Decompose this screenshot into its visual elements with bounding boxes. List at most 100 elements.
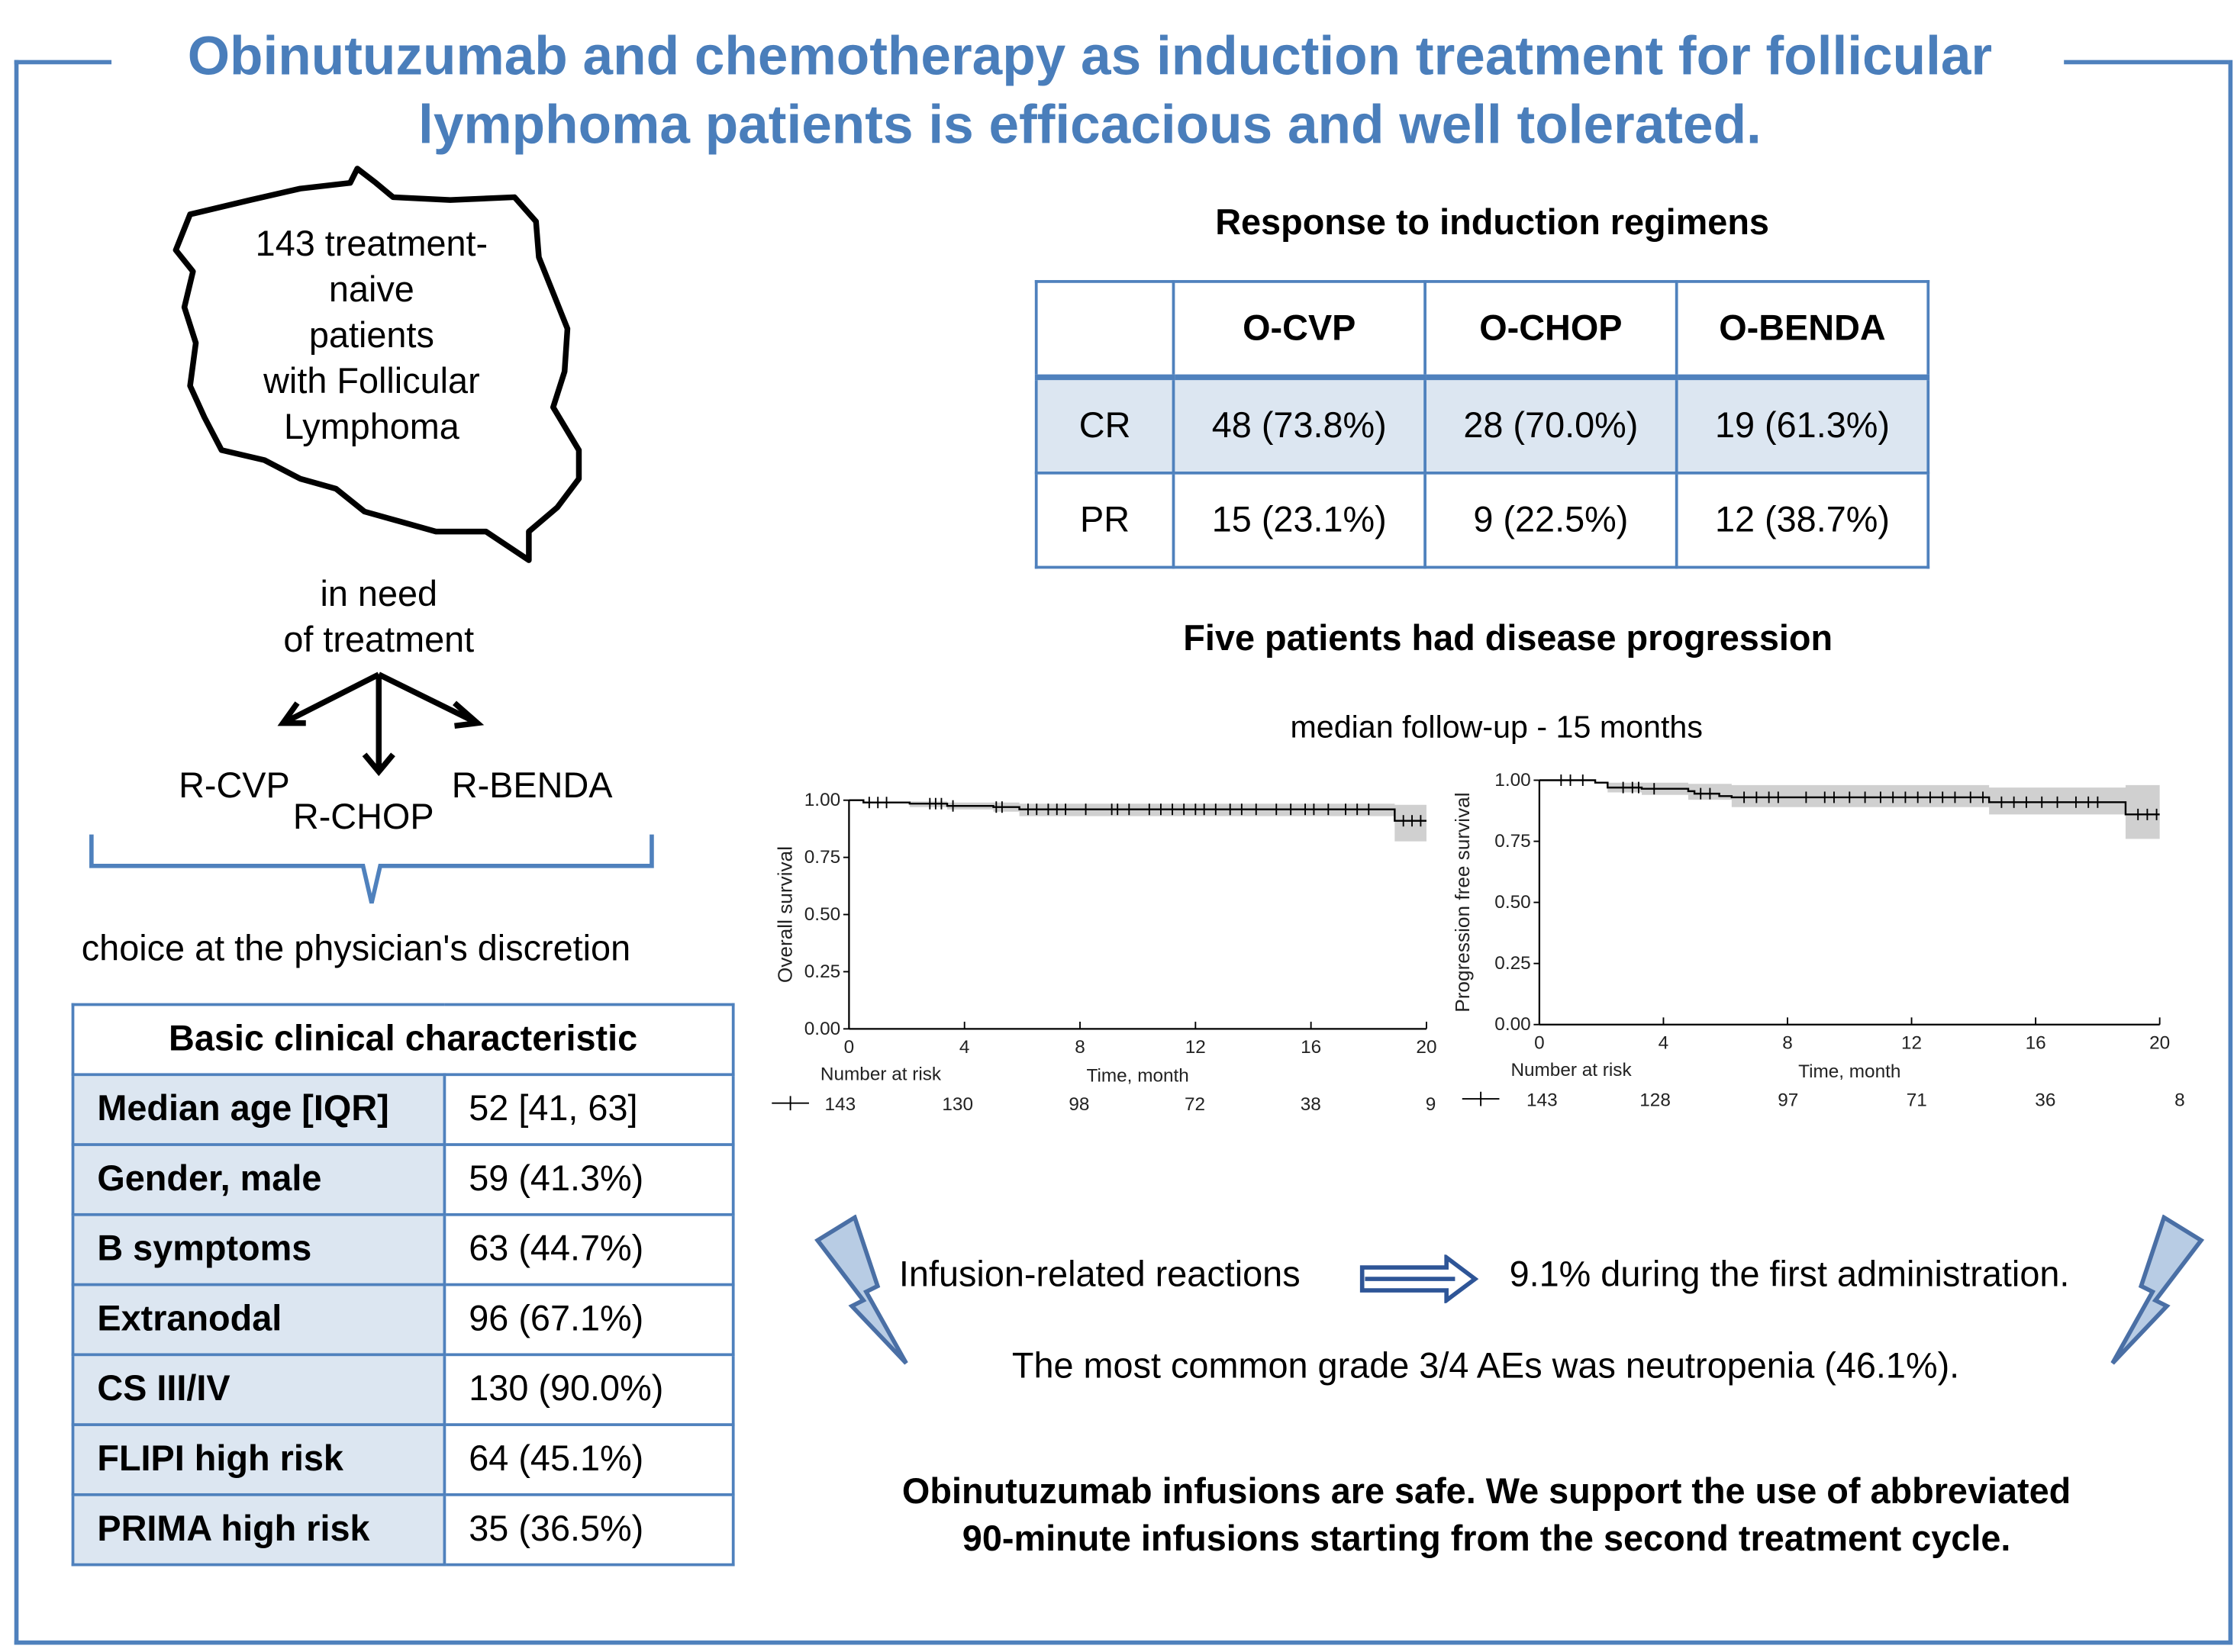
at-risk-value: 72 [1185,1094,1205,1115]
at-risk-value: 71 [1907,1090,1927,1110]
branch-arrows-icon [277,671,485,777]
followup-text: median follow-up - 15 months [1290,708,1703,745]
row-value: 64 (45.1%) [443,1423,735,1496]
row-label: PR [1034,471,1175,569]
y-axis-label: Progression free survival [1451,792,1474,1012]
double-arrow-right-icon [1359,1254,1479,1303]
cell: 28 (70.0%) [1423,375,1678,475]
row-label: Gender, male [71,1143,446,1216]
x-tick-label: 0 [1534,1033,1545,1054]
response-title: Response to induction regimens [1215,202,1769,243]
row-value: 59 (41.3%) [443,1143,735,1216]
at-risk-value: 8 [2174,1090,2185,1110]
y-tick-label: 1.00 [804,790,840,810]
progression-title: Five patients had disease progression [1183,618,1833,659]
row-value: 35 (36.5%) [443,1493,735,1567]
frame-top-right [2064,60,2229,65]
at-risk-value: 38 [1301,1094,1321,1115]
neutropenia-text: The most common grade 3/4 AEs was neutro… [1011,1346,1960,1386]
row-label: Median age [IQR] [71,1073,446,1146]
row-label: B symptoms [71,1212,446,1286]
x-tick-label: 8 [1075,1037,1085,1058]
clinical-characteristics-table: Basic clinical characteristic Median age… [71,1003,735,1567]
regimen-r-benda: R-BENDA [451,765,613,807]
progression-free-survival-chart: 0.00 0.25 0.50 0.75 1.00 0 4 8 12 16 20 Progression… [1451,770,2185,1110]
at-risk-value: 98 [1069,1094,1089,1115]
confidence-band [849,800,1426,842]
col-o-chop: O-CHOP [1423,280,1678,381]
y-tick-label: 0.25 [1494,953,1530,974]
table-header-row: O-CVP O-CHOP O-BENDA [1034,280,1930,381]
y-tick-label: 1.00 [1494,770,1530,791]
x-tick-label: 16 [2026,1033,2046,1054]
poland-map-outline-icon [172,166,582,563]
choice-text: choice at the physician's discretion [81,929,631,969]
table-row: PR 15 (23.1%) 9 (22.5%) 12 (38.7%) [1034,471,1930,569]
regimen-r-chop: R-CHOP [292,797,434,838]
map-text-3: patients [308,315,434,356]
x-tick-label: 4 [959,1037,970,1058]
risk-table-label: Number at risk [1510,1060,1632,1080]
need-text-1: in need [320,574,438,615]
response-table: O-CVP O-CHOP O-BENDA CR 48 (73.8%) 28 (70.0%… [1034,280,1930,569]
cell: 19 (61.3%) [1675,375,1930,475]
table-row: Gender, male 59 (41.3%) [71,1143,735,1216]
map-text-2: naive [328,269,414,311]
table-row: FLIPI high risk 64 (45.1%) [71,1423,735,1496]
x-tick-label: 20 [1416,1037,1436,1058]
confidence-band [1539,780,2160,839]
y-tick-label: 0.75 [1494,831,1530,852]
risk-table-label: Number at risk [820,1064,942,1085]
x-tick-label: 0 [844,1037,855,1058]
x-axis-label: Time, month [1798,1061,1900,1082]
infusion-value: 9.1% during the first administration. [1509,1254,2070,1295]
map-text-5: Lymphoma [283,407,459,448]
lightning-bolt-icon [2110,1214,2205,1365]
x-tick-label: 16 [1301,1037,1321,1058]
y-tick-label: 0.25 [804,961,840,982]
lightning-bolt-icon [814,1214,908,1365]
table-row: Median age [IQR] 52 [41, 63] [71,1073,735,1146]
at-risk-value: 130 [942,1094,973,1115]
col-o-cvp: O-CVP [1172,280,1426,381]
row-value: 130 (90.0%) [443,1353,735,1426]
regimen-r-cvp: R-CVP [179,765,290,807]
frame-top-left [14,60,112,65]
y-tick-label: 0.50 [804,904,840,925]
col-o-benda: O-BENDA [1675,280,1930,381]
row-label: PRIMA high risk [71,1493,446,1567]
survival-curve [849,799,1426,822]
cell: 48 (73.8%) [1172,375,1426,475]
at-risk-value: 128 [1639,1090,1671,1110]
need-text-2: of treatment [283,620,475,661]
y-axis-label: Overall survival [773,846,796,983]
overall-survival-chart: 0.00 0.25 0.50 0.75 1.00 0 4 8 12 16 20 Overall sur… [772,790,1436,1115]
map-text-4: with Follicular [263,361,480,402]
row-value: 96 (67.1%) [443,1283,735,1357]
at-risk-value: 97 [1778,1090,1798,1110]
x-tick-label: 12 [1901,1033,1922,1054]
y-tick-label: 0.50 [1494,892,1530,913]
table-row: CR 48 (73.8%) 28 (70.0%) 19 (61.3%) [1034,375,1930,475]
x-tick-label: 8 [1782,1033,1793,1054]
row-label: Extranodal [71,1283,446,1357]
row-label: CR [1034,375,1175,475]
table-row: Extranodal 96 (67.1%) [71,1283,735,1357]
cell: 12 (38.7%) [1675,471,1930,569]
poster-title: Obinutuzumab and chemotherapy as inducti… [187,27,1993,156]
x-tick-label: 12 [1185,1037,1206,1058]
at-risk-value: 143 [1526,1090,1558,1110]
infusion-label: Infusion-related reactions [898,1254,1301,1295]
x-tick-label: 4 [1659,1033,1669,1054]
table-row: B symptoms 63 (44.7%) [71,1212,735,1286]
y-tick-label: 0.00 [804,1019,840,1039]
x-tick-label: 20 [2149,1033,2170,1054]
cell: 15 (23.1%) [1172,471,1426,569]
survival-curve [1539,779,2160,816]
y-tick-label: 0.00 [1494,1014,1530,1035]
clinical-table-header: Basic clinical characteristic [71,1003,735,1077]
y-tick-label: 0.75 [804,847,840,868]
at-risk-value: 36 [2035,1090,2055,1110]
at-risk-value: 143 [825,1094,856,1115]
